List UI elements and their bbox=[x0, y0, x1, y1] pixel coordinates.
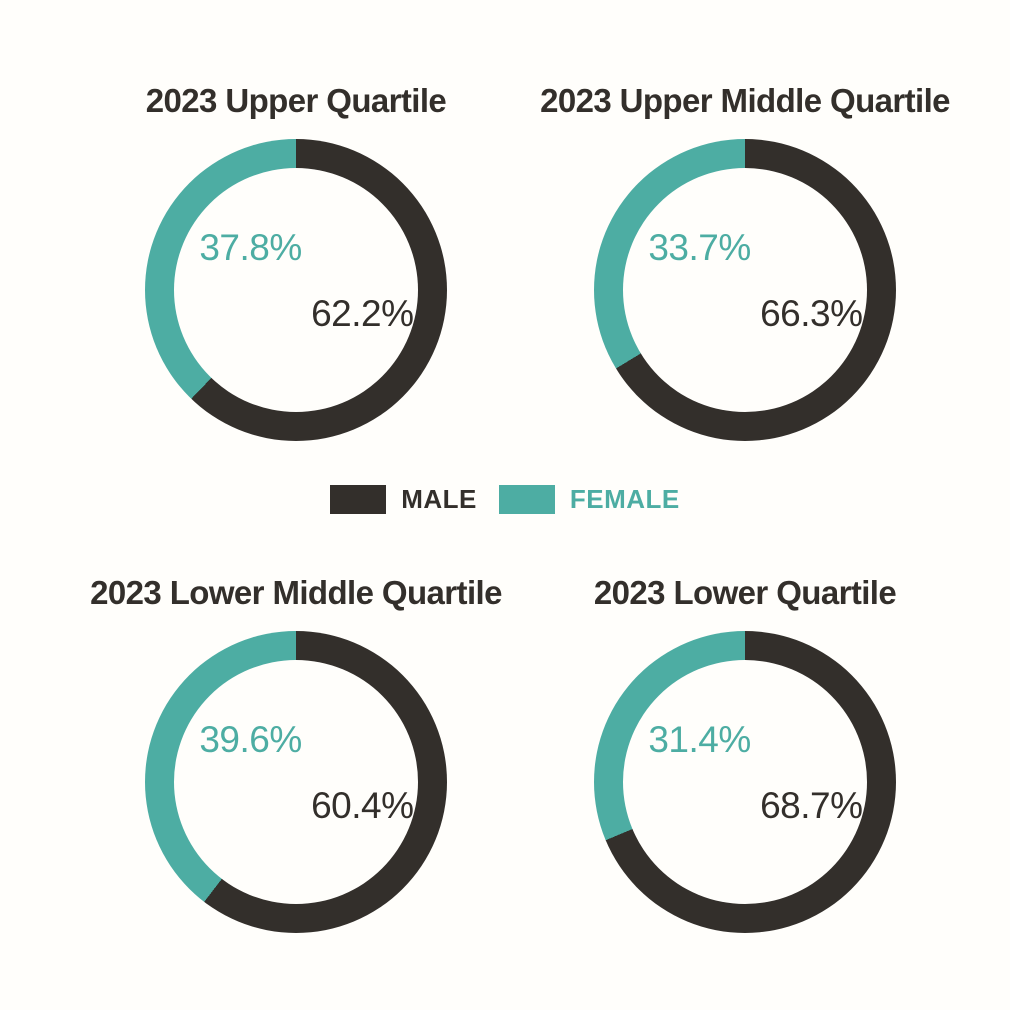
female-share-label: 39.6% bbox=[199, 718, 302, 760]
male-share-label: 62.2% bbox=[311, 293, 414, 335]
legend-swatch-female bbox=[498, 485, 555, 514]
male-share-label: 60.4% bbox=[311, 785, 414, 827]
legend-swatch-male bbox=[330, 485, 387, 514]
female-share-label: 31.4% bbox=[648, 718, 751, 760]
donut-chart: 37.8% 62.2% bbox=[145, 139, 447, 441]
legend-label-male: MALE bbox=[401, 484, 477, 514]
donut-ring bbox=[145, 139, 447, 441]
chart-title: 2023 Upper Quartile bbox=[145, 82, 447, 119]
legend-label-female: FEMALE bbox=[569, 484, 680, 514]
male-share-label: 68.7% bbox=[760, 785, 863, 827]
donut-chart: 33.7% 66.3% bbox=[594, 139, 896, 441]
donut-ring bbox=[145, 631, 447, 933]
legend: MALE FEMALE bbox=[0, 484, 1010, 515]
female-share-label: 37.8% bbox=[199, 226, 302, 268]
chart-title: 2023 Lower Middle Quartile bbox=[90, 574, 502, 611]
donut-ring bbox=[594, 139, 896, 441]
donut-chart: 31.4% 68.7% bbox=[594, 631, 896, 933]
donut-chart: 39.6% 60.4% bbox=[145, 631, 447, 933]
chart-lower-quartile: 2023 Lower Quartile 31.4% 68.7% bbox=[512, 572, 978, 933]
chart-lower-middle-quartile: 2023 Lower Middle Quartile 39.6% 60.4% bbox=[63, 572, 529, 933]
chart-upper-quartile: 2023 Upper Quartile 37.8% 62.2% bbox=[63, 80, 529, 441]
legend-item-female: FEMALE bbox=[498, 484, 680, 515]
male-share-label: 66.3% bbox=[760, 293, 863, 335]
female-share-label: 33.7% bbox=[648, 226, 751, 268]
chart-title: 2023 Lower Quartile bbox=[593, 574, 897, 611]
donut-ring bbox=[594, 631, 896, 933]
legend-item-male: MALE bbox=[330, 484, 477, 515]
chart-title: 2023 Upper Middle Quartile bbox=[540, 82, 950, 119]
chart-upper-middle-quartile: 2023 Upper Middle Quartile 33.7% 66.3% bbox=[512, 80, 978, 441]
